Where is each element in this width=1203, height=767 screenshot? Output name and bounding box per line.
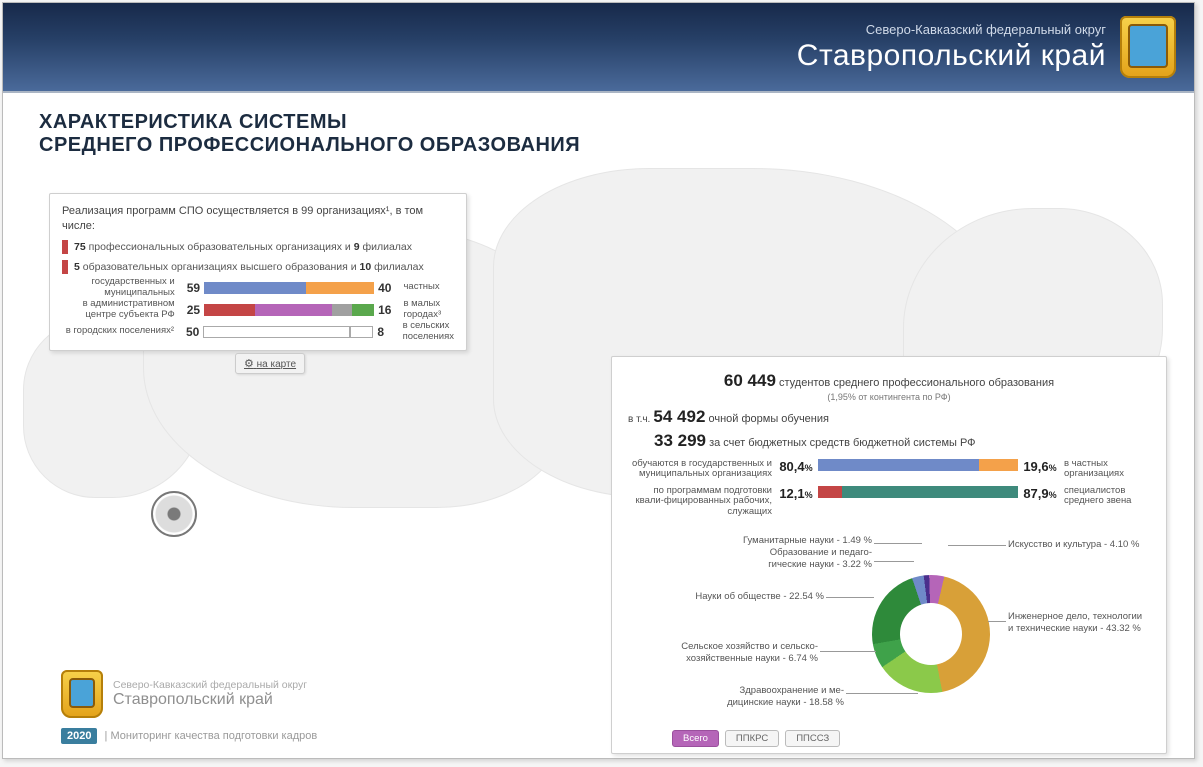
pct-bar-row: по программам подготовки квали-фицирован…: [628, 486, 1150, 517]
footer-year: 2020 | Мониторинг качества подготовки ка…: [61, 730, 317, 742]
coat-of-arms-icon: [1120, 16, 1176, 78]
pct-bar-row: обучаются в государственных и муниципаль…: [628, 459, 1150, 480]
stat-fulltime: в т.ч. 54 492 очной формы обучения: [628, 407, 1150, 427]
org-bar-row: в городских поселениях²508в сельских пос…: [62, 324, 454, 340]
show-on-map-button[interactable]: ⚙ на карте: [235, 353, 305, 374]
header-bar: Северо-Кавказский федеральный округ Став…: [3, 3, 1194, 91]
donut-chart: [872, 575, 990, 693]
page-title: ХАРАКТЕРИСТИКА СИСТЕМЫ СРЕДНЕГО ПРОФЕССИ…: [3, 93, 1194, 167]
students-panel: 60 449 студентов среднего профессиональн…: [611, 356, 1167, 754]
donut-label: Сельское хозяйство и сельско-хозяйственн…: [638, 641, 818, 664]
donut-chart-area: Гуманитарные науки - 1.49 % Образование …: [628, 535, 1150, 735]
donut-label: Здравоохранение и ме-дицинские науки - 1…: [684, 685, 844, 708]
donut-label: Инженерное дело, технологиии технические…: [1008, 611, 1168, 634]
donut-label: Образование и педаго-гические науки - 3.…: [712, 547, 872, 570]
header-region: Ставропольский край: [797, 39, 1106, 73]
org-intro: Реализация программ СПО осуществляется в…: [62, 204, 454, 234]
filter-ppkrs-button[interactable]: ППКРС: [725, 730, 779, 747]
donut-label: Науки об обществе - 22.54 %: [664, 591, 824, 602]
org-list-item: 75 профессиональных образовательных орга…: [62, 240, 454, 254]
title-line-2: СРЕДНЕГО ПРОФЕССИОНАЛЬНОГО ОБРАЗОВАНИЯ: [39, 134, 1158, 157]
region-marker-icon: [151, 491, 197, 537]
footer-text: Северо-Кавказский федеральный округ Став…: [113, 679, 307, 709]
footer-region-label: Северо-Кавказский федеральный округ Став…: [61, 670, 307, 718]
header-text: Северо-Кавказский федеральный округ Став…: [797, 22, 1106, 73]
coat-of-arms-icon: [61, 670, 103, 718]
bullet-icon: [62, 260, 68, 274]
header-district: Северо-Кавказский федеральный округ: [797, 22, 1106, 37]
org-bars: государственных и муниципальных5940частн…: [62, 280, 454, 340]
bullet-icon: [62, 240, 68, 254]
stat-budget: 33 299 за счет бюджетных средств бюджетн…: [628, 431, 1150, 451]
organizations-panel: Реализация программ СПО осуществляется в…: [49, 193, 467, 351]
pct-bars: обучаются в государственных и муниципаль…: [628, 459, 1150, 517]
org-list-item: 5 образовательных организациях высшего о…: [62, 260, 454, 274]
filter-ppssz-button[interactable]: ППССЗ: [785, 730, 840, 747]
title-line-1: ХАРАКТЕРИСТИКА СИСТЕМЫ: [39, 111, 1158, 134]
donut-label: Гуманитарные науки - 1.49 %: [712, 535, 872, 546]
filter-all-button[interactable]: Всего: [672, 730, 719, 747]
stat-total: 60 449 студентов среднего профессиональн…: [628, 371, 1150, 403]
org-bar-row: в административном центре субъекта РФ251…: [62, 302, 454, 318]
page-frame: Северо-Кавказский федеральный округ Став…: [2, 2, 1195, 759]
donut-filters: Всего ППКРС ППССЗ: [672, 730, 840, 747]
donut-label: Искусство и культура - 4.10 %: [1008, 539, 1168, 550]
org-bar-row: государственных и муниципальных5940частн…: [62, 280, 454, 296]
